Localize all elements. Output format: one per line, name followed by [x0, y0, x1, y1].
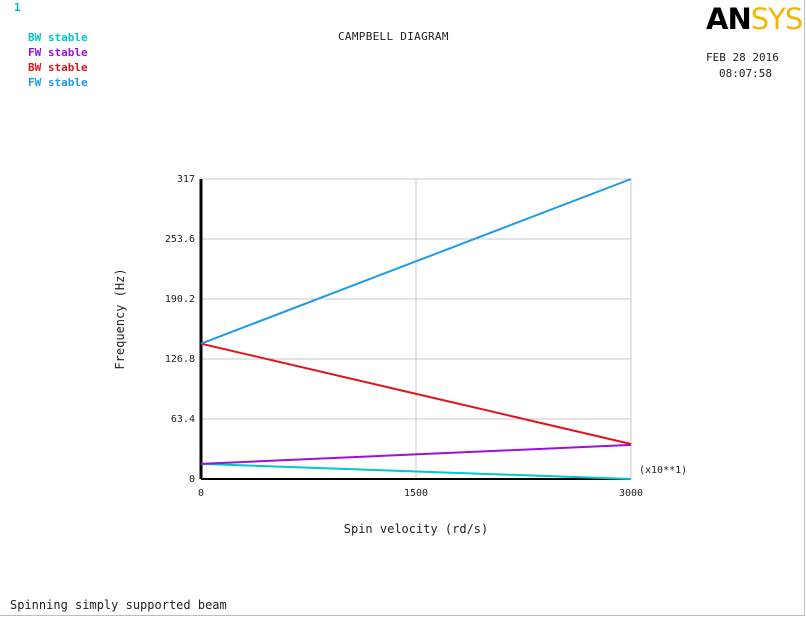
x-tick-label: 3000	[619, 488, 643, 499]
legend-item: BW stable	[28, 31, 88, 44]
plot-caption: Spinning simply supported beam	[10, 598, 227, 612]
y-tick-label: 253.6	[165, 234, 195, 245]
series-line	[200, 443, 632, 465]
y-tick-label: 317	[177, 174, 195, 185]
ansys-logo: ANSYS	[706, 2, 803, 36]
y-tick-label: 190.2	[165, 294, 195, 305]
chart-title: CAMPBELL DIAGRAM	[338, 30, 449, 43]
time-stamp: 08:07:58	[719, 67, 772, 80]
legend: BW stable FW stable BW stable FW stable	[28, 30, 88, 90]
x-axis-label: Spin velocity (rd/s)	[344, 522, 489, 536]
x-tick-label: 1500	[404, 488, 428, 499]
legend-item: BW stable	[28, 61, 88, 74]
y-axis-label: Frequency (Hz)	[113, 268, 127, 369]
legend-item: FW stable	[28, 46, 88, 59]
x-multiplier-label: (x10**1)	[639, 465, 687, 476]
y-tick-label: 63.4	[171, 414, 195, 425]
series-line	[200, 342, 632, 445]
date-stamp: FEB 28 2016	[706, 51, 779, 64]
x-tick-label: 0	[198, 488, 204, 499]
series-line	[200, 178, 632, 345]
window-number: 1	[14, 1, 21, 14]
series-line	[200, 462, 632, 480]
y-tick-label: 126.8	[165, 354, 195, 365]
y-tick-label: 0	[189, 474, 195, 485]
legend-item: FW stable	[28, 76, 88, 89]
